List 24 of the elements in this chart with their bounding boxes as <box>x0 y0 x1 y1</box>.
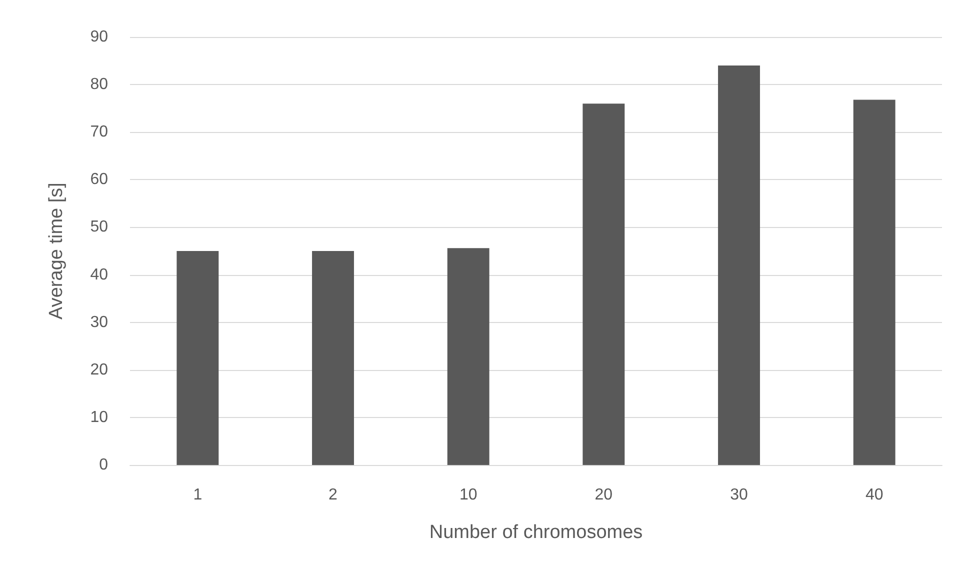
bar <box>176 251 219 465</box>
bar <box>718 66 760 465</box>
bar <box>312 251 354 465</box>
x-tick-label: 10 <box>459 486 478 504</box>
y-tick-label: 0 <box>99 456 108 474</box>
x-axis-title: Number of chromosomes <box>429 522 643 543</box>
y-tick-label: 60 <box>90 171 108 188</box>
y-tick-label: 90 <box>90 28 108 46</box>
y-tick-label: 50 <box>90 218 108 236</box>
x-tick-label: 1 <box>193 486 202 504</box>
y-tick-label: 80 <box>90 76 108 94</box>
x-tick-label: 30 <box>730 486 748 504</box>
y-tick-label: 70 <box>90 124 108 141</box>
bar <box>853 100 896 465</box>
x-tick-label: 2 <box>328 486 338 504</box>
x-tick-label: 40 <box>865 486 884 504</box>
y-axis-title: Average time [s] <box>46 182 67 320</box>
bar <box>582 104 625 465</box>
y-tick-label: 20 <box>90 361 108 378</box>
x-tick-label: 20 <box>594 486 613 504</box>
y-tick-label: 10 <box>90 408 108 426</box>
bar <box>447 248 490 465</box>
y-tick-label: 30 <box>90 314 108 331</box>
y-tick-label: 40 <box>90 266 108 284</box>
